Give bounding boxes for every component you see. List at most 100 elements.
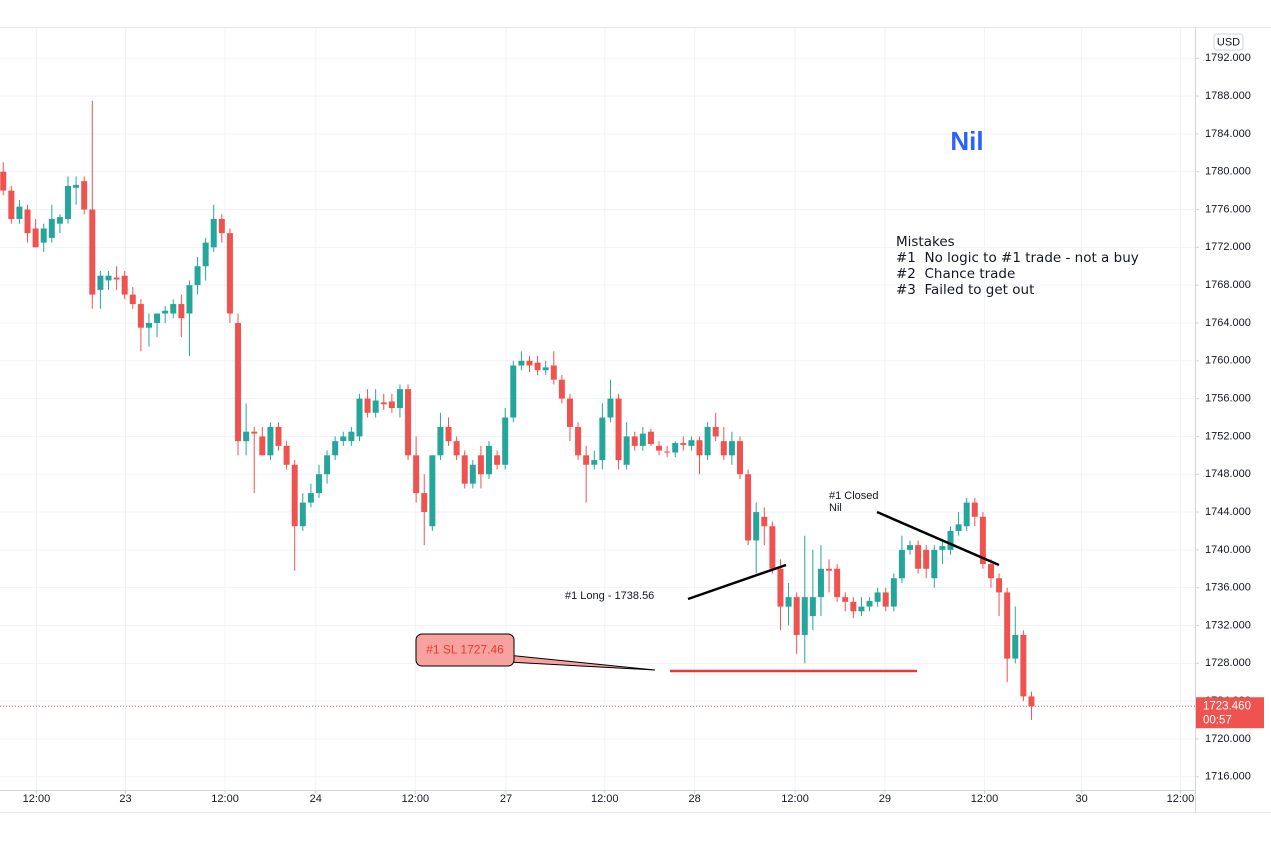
y-tick-label: 1792.000 bbox=[1205, 52, 1251, 64]
x-tick-label: 12:00 bbox=[1167, 793, 1195, 805]
y-tick-label: 1760.000 bbox=[1205, 355, 1251, 367]
candle-body bbox=[704, 426, 711, 456]
x-tick-label: 12:00 bbox=[781, 793, 809, 805]
candle-body bbox=[947, 530, 954, 550]
candle-body bbox=[615, 398, 622, 461]
candle-body bbox=[526, 360, 533, 366]
candle-body bbox=[1004, 592, 1011, 659]
candle-body bbox=[405, 389, 412, 456]
candle-body bbox=[623, 436, 630, 465]
mistakes-line: #1 No logic to #1 trade - not a buy bbox=[896, 250, 1139, 266]
x-tick-label: 12:00 bbox=[402, 793, 430, 805]
sl-label: #1 SL 1727.46 bbox=[426, 643, 504, 657]
y-tick-label: 1772.000 bbox=[1205, 241, 1251, 253]
candle-body bbox=[850, 601, 857, 612]
candle-body bbox=[866, 600, 873, 607]
candle-body bbox=[453, 441, 460, 456]
y-tick-label: 1776.000 bbox=[1205, 203, 1251, 215]
candle-body bbox=[170, 304, 177, 314]
candle-body bbox=[421, 493, 428, 513]
candle-body bbox=[688, 440, 695, 446]
candle-body bbox=[105, 275, 112, 281]
candle-body bbox=[566, 398, 573, 427]
x-tick-label: 23 bbox=[119, 793, 131, 805]
currency-box[interactable] bbox=[1213, 33, 1244, 51]
candle-body bbox=[186, 285, 193, 314]
candle-body bbox=[793, 597, 800, 635]
candle-body bbox=[121, 275, 128, 295]
candle-body bbox=[291, 464, 298, 527]
candle-body bbox=[380, 402, 387, 405]
candle-body bbox=[477, 455, 484, 475]
candle-body bbox=[955, 524, 962, 531]
candle-body bbox=[518, 360, 525, 366]
candle-body bbox=[907, 545, 914, 550]
y-tick-label: 1768.000 bbox=[1205, 279, 1251, 291]
candle-body bbox=[826, 568, 833, 571]
y-tick-label: 1756.000 bbox=[1205, 393, 1251, 405]
candle-body bbox=[178, 304, 185, 319]
candle-body bbox=[73, 184, 80, 188]
y-tick-label: 1720.000 bbox=[1205, 733, 1251, 745]
candle-body bbox=[842, 597, 849, 602]
candle-body bbox=[834, 568, 841, 598]
candle-body bbox=[769, 526, 776, 569]
candle-body bbox=[218, 218, 225, 234]
candle-body bbox=[745, 474, 752, 541]
candle-body bbox=[356, 398, 363, 437]
y-tick-label: 1752.000 bbox=[1205, 430, 1251, 442]
candle-body bbox=[24, 209, 31, 234]
candle-body bbox=[583, 455, 590, 465]
candle-body bbox=[753, 512, 760, 541]
candle-body bbox=[882, 592, 889, 607]
candle-body bbox=[129, 294, 136, 305]
candle-body bbox=[97, 275, 104, 290]
mistakes-line: #3 Failed to get out bbox=[896, 282, 1034, 298]
candle-body bbox=[575, 426, 582, 456]
x-tick-label: 30 bbox=[1076, 793, 1088, 805]
x-tick-label: 24 bbox=[310, 793, 322, 805]
candle-body bbox=[728, 441, 735, 456]
countdown: 00:57 bbox=[1203, 714, 1232, 726]
candle-body bbox=[1028, 696, 1035, 707]
y-tick-label: 1764.000 bbox=[1205, 317, 1251, 329]
x-tick-label: 12:00 bbox=[23, 793, 51, 805]
candle-body bbox=[736, 441, 743, 475]
candle-body bbox=[48, 218, 55, 238]
grid bbox=[0, 28, 1195, 790]
y-tick-label: 1740.000 bbox=[1205, 544, 1251, 556]
candle-body bbox=[979, 516, 986, 565]
candle-body bbox=[469, 464, 476, 484]
candle-body bbox=[267, 426, 274, 456]
candle-body bbox=[154, 313, 161, 323]
candle-body bbox=[210, 218, 217, 248]
candle-body bbox=[445, 426, 452, 442]
candle-body bbox=[785, 597, 792, 607]
candle-body bbox=[656, 445, 663, 451]
candle-body bbox=[558, 379, 565, 399]
candle-body bbox=[461, 455, 468, 484]
candle-body bbox=[534, 362, 541, 371]
candle-body bbox=[145, 322, 152, 328]
candle-body bbox=[898, 549, 905, 579]
candle-body bbox=[226, 233, 233, 314]
y-tick-label: 1788.000 bbox=[1205, 90, 1251, 102]
candle-body bbox=[348, 431, 355, 442]
candle-body bbox=[550, 365, 557, 380]
x-tick-label: 29 bbox=[879, 793, 891, 805]
candle-body bbox=[591, 460, 598, 465]
candle-body bbox=[8, 190, 15, 219]
y-tick-label: 1728.000 bbox=[1205, 657, 1251, 669]
candle-body bbox=[388, 401, 395, 409]
candle-body bbox=[890, 578, 897, 607]
last-price-label: 1723.460 bbox=[1203, 700, 1251, 712]
candle-body bbox=[283, 445, 290, 465]
mistakes-line: #2 Chance trade bbox=[896, 266, 1015, 282]
sl-callout bbox=[415, 633, 515, 667]
y-tick-label: 1716.000 bbox=[1205, 771, 1251, 783]
x-tick-label: 28 bbox=[689, 793, 701, 805]
candle-body bbox=[923, 549, 930, 569]
candle-body bbox=[647, 431, 654, 444]
